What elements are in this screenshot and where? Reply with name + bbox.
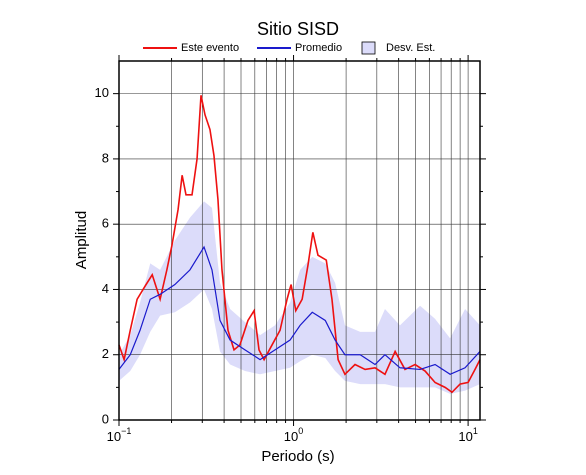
legend-label: Desv. Est. — [386, 42, 435, 54]
y-tick-label: 6 — [102, 216, 109, 231]
y-tick-label: 4 — [102, 281, 109, 296]
chart-title: Sitio SISD — [257, 19, 339, 39]
legend-swatch — [361, 41, 376, 55]
y-axis-label: Amplitud — [73, 211, 90, 269]
x-tick-exponent: 0 — [298, 426, 303, 436]
legend-label: Este evento — [181, 42, 239, 54]
x-tick-label: 100 — [284, 426, 303, 444]
legend-label: Promedio — [295, 42, 342, 54]
y-tick-label: 10 — [95, 85, 109, 100]
y-tick-label: 0 — [102, 411, 109, 426]
x-axis-label: Periodo (s) — [261, 448, 334, 465]
x-tick-label: 10−1 — [107, 426, 132, 444]
plot-frame — [118, 60, 481, 421]
x-tick-label: 101 — [458, 426, 477, 444]
std-band — [119, 201, 480, 394]
x-tick-base: 10 — [458, 429, 472, 444]
y-tick-label: 8 — [102, 150, 109, 165]
x-tick-exponent: −1 — [121, 426, 131, 436]
series-line — [118, 95, 481, 394]
x-tick-base: 10 — [284, 429, 298, 444]
x-tick-base: 10 — [107, 429, 121, 444]
series-line — [118, 245, 481, 375]
x-tick-exponent: 1 — [473, 426, 478, 436]
y-tick-label: 2 — [102, 346, 109, 361]
